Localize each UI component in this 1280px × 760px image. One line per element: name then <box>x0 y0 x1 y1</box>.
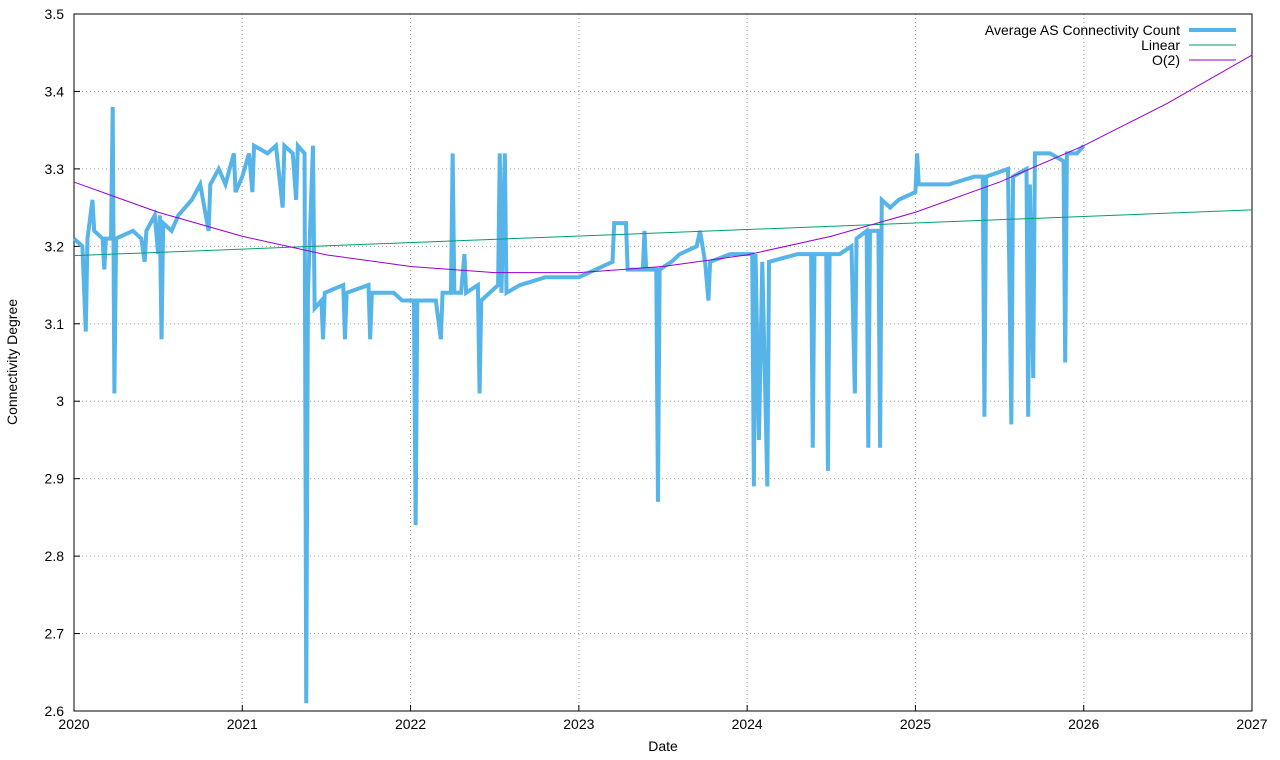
x-tick-label: 2022 <box>395 716 426 732</box>
x-tick-label: 2023 <box>563 716 594 732</box>
x-tick-label: 2025 <box>900 716 931 732</box>
x-tick-label: 2026 <box>1068 716 1099 732</box>
y-tick-label: 2.7 <box>45 626 65 642</box>
series-line <box>73 209 1253 257</box>
y-tick-label: 2.6 <box>45 703 65 719</box>
y-tick-label: 2.8 <box>45 548 65 564</box>
y-tick-label: 3.4 <box>45 83 65 99</box>
x-tick-label: 2020 <box>58 716 89 732</box>
legend-label: Average AS Connectivity Count <box>985 22 1180 38</box>
legend-label: Linear <box>1141 37 1180 53</box>
y-tick-label: 2.9 <box>45 471 65 487</box>
series-line <box>73 54 1253 274</box>
y-tick-label: 3.1 <box>45 316 65 332</box>
x-tick-label: 2024 <box>732 716 763 732</box>
y-tick-label: 3.3 <box>45 161 65 177</box>
x-tick-label: 2021 <box>227 716 258 732</box>
x-tick-label: 2027 <box>1236 716 1267 732</box>
y-axis-label: Connectivity Degree <box>4 299 20 425</box>
series-line <box>72 106 1086 704</box>
y-tick-label: 3.5 <box>45 6 65 22</box>
x-axis-label: Date <box>648 738 678 754</box>
plot-frame <box>73 13 1253 712</box>
y-tick-label: 3 <box>56 393 64 409</box>
y-tick-label: 3.2 <box>45 238 65 254</box>
legend-label: O(2) <box>1152 52 1180 68</box>
